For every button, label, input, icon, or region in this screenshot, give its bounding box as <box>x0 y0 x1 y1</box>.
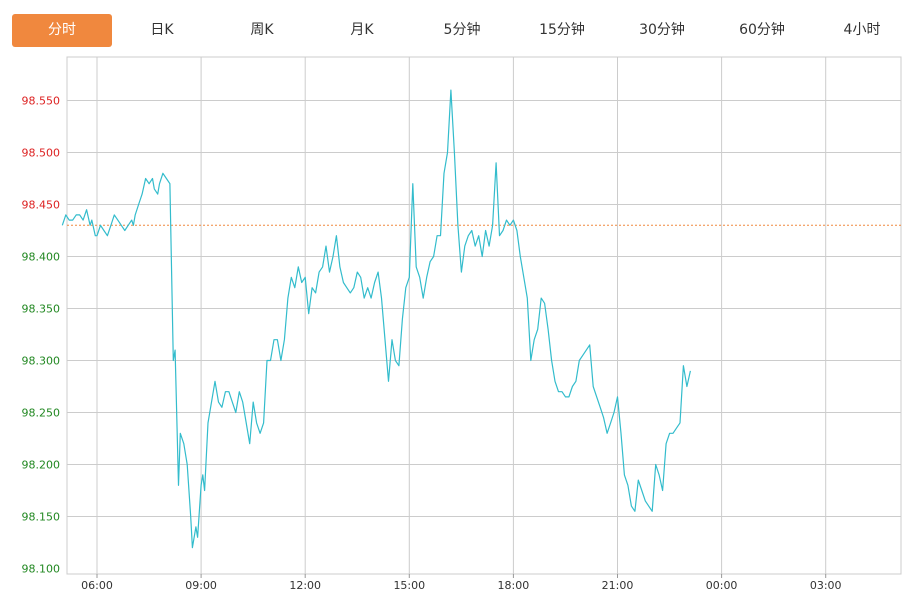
y-tick-label-8: 98.150 <box>22 511 61 524</box>
y-tick-label-7: 98.200 <box>22 459 61 472</box>
x-tick-label-4: 18:00 <box>498 579 530 592</box>
x-tick-label-3: 15:00 <box>393 579 425 592</box>
y-tick-label-6: 98.250 <box>22 407 61 420</box>
y-tick-label-1: 98.500 <box>22 147 61 160</box>
y-tick-label-9: 98.100 <box>22 563 61 576</box>
x-axis-ticks: 06:00 09:00 12:00 15:00 18:00 21:00 00:00 03:00 <box>81 574 842 592</box>
x-tick-label-7: 03:00 <box>810 579 842 592</box>
plot-border <box>66 56 902 575</box>
chart-grid <box>66 56 902 575</box>
tab-3[interactable]: 月K <box>350 22 374 38</box>
tab-8[interactable]: 4小时 <box>843 22 881 38</box>
x-tick-label-1: 09:00 <box>185 579 217 592</box>
tab-4[interactable]: 5分钟 <box>443 22 481 38</box>
y-tick-label-3: 98.400 <box>22 251 61 264</box>
timeframe-tabs: 分时 日K 周K 月K 5分钟 15分钟 30分钟 60分钟 4小时 <box>12 14 912 47</box>
y-tick-label-4: 98.350 <box>22 303 61 316</box>
tab-0[interactable]: 分时 <box>12 14 112 47</box>
x-tick-label-0: 06:00 <box>81 579 113 592</box>
x-tick-label-2: 12:00 <box>289 579 321 592</box>
y-tick-label-2: 98.450 <box>22 199 61 212</box>
tab-5[interactable]: 15分钟 <box>539 22 585 38</box>
y-tick-label-0: 98.550 <box>22 95 61 108</box>
tab-1[interactable]: 日K <box>150 22 174 38</box>
price-series <box>61 89 691 549</box>
y-tick-label-5: 98.300 <box>22 355 61 368</box>
x-tick-label-6: 00:00 <box>706 579 738 592</box>
price-line <box>61 89 691 549</box>
tab-6[interactable]: 30分钟 <box>639 22 685 38</box>
tab-7[interactable]: 60分钟 <box>739 22 785 38</box>
tab-2[interactable]: 周K <box>250 22 274 38</box>
y-axis-ticks: 98.550 98.500 98.450 98.400 98.350 98.300 98.2… <box>22 95 61 576</box>
x-tick-label-5: 21:00 <box>602 579 634 592</box>
